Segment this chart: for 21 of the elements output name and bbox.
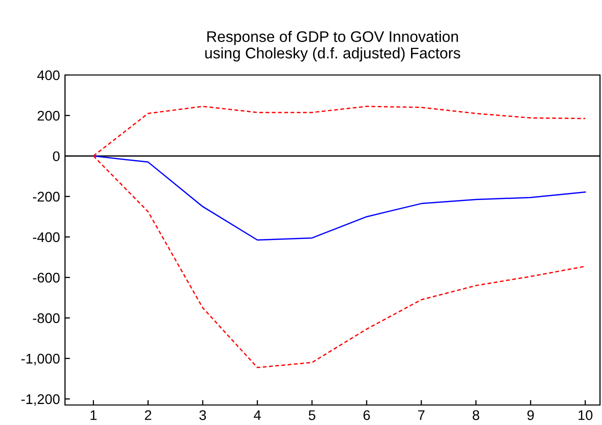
x-tick-label: 8 [472,410,480,420]
chart-title: Response of GDP to GOV Innovation using Cholesky (d.f. adjusted) Factors [205,30,460,62]
x-tick-label: 4 [254,410,261,420]
x-tick-label: 7 [418,410,424,420]
y-tick-label: -1,200 [21,394,60,406]
line-series [92,155,586,241]
y-tick-label: -400 [32,232,60,242]
x-tick-label: 5 [308,410,316,420]
y-tick-label: -200 [32,192,60,202]
x-tick-label: 9 [527,410,534,420]
y-tick-label: 200 [38,110,60,121]
x-tick-label: 10 [578,410,592,420]
y-tick-label: -1,000 [21,354,60,366]
y-tick-label: -600 [32,272,60,283]
x-tick-label: 2 [144,410,152,420]
x-tick-label: 1 [90,410,97,420]
y-tick-label: 0 [52,151,60,162]
y-tick-label: 400 [37,70,60,80]
x-tick-label: 6 [364,410,370,420]
y-tick-label: -800 [32,313,60,324]
x-tick-label: 3 [199,410,206,420]
